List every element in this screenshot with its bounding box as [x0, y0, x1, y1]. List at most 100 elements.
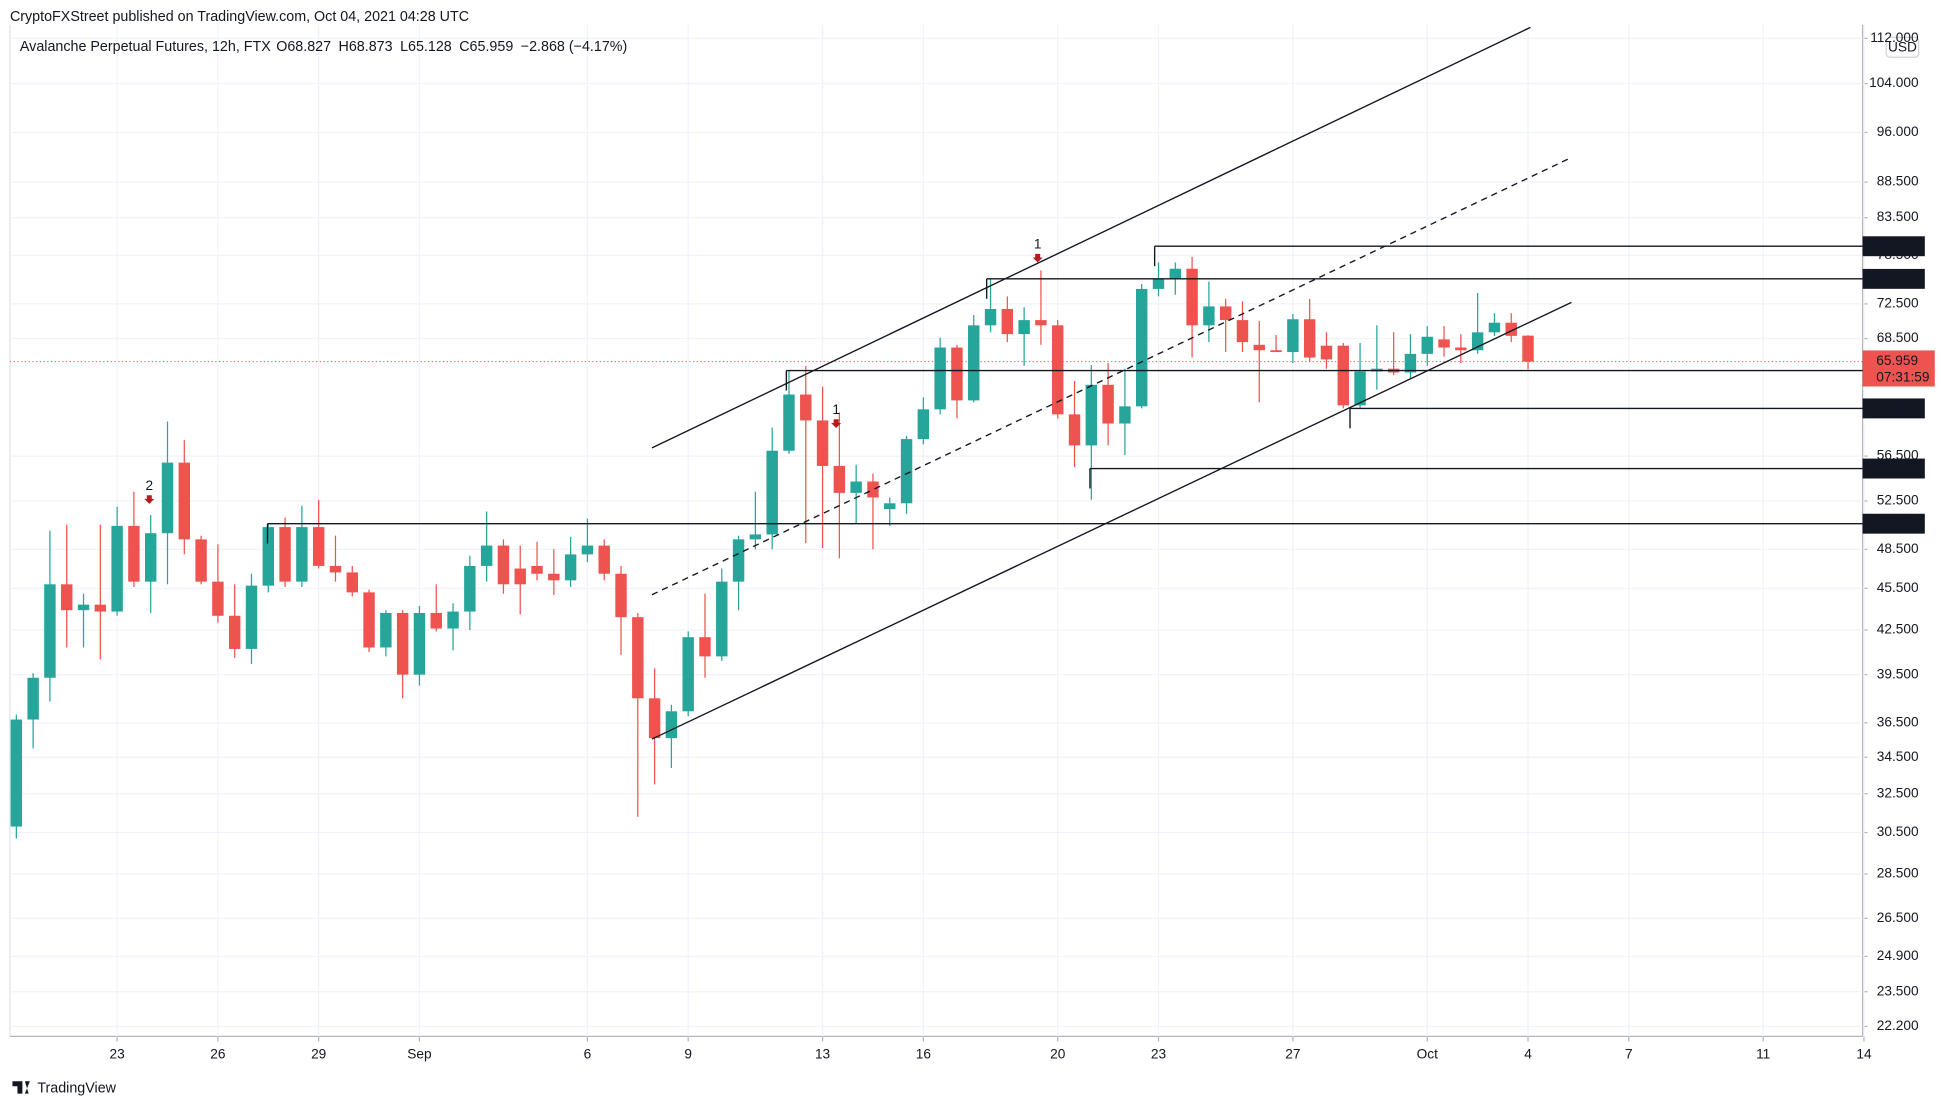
x-tick-label: 11: [1756, 1047, 1770, 1062]
candle-body: [1455, 347, 1467, 351]
candle-body: [228, 615, 241, 649]
channel-lower: [651, 301, 1572, 740]
x-tick-label: 9: [684, 1047, 692, 1062]
candle-body: [262, 527, 274, 586]
y-tick-label: 96.000: [1877, 124, 1919, 139]
channel-upper: [651, 26, 1531, 449]
candle-body: [732, 539, 745, 582]
y-tick-label: 104.000: [1869, 75, 1919, 90]
y-tick-label: 32.500: [1877, 785, 1919, 800]
candle-body: [682, 637, 694, 712]
x-tick-label: Oct: [1417, 1047, 1438, 1062]
candle-body: [984, 308, 997, 326]
candle-body: [783, 394, 795, 451]
candle-body: [1404, 353, 1417, 373]
publish-info: CryptoFXStreet published on TradingView.…: [10, 9, 469, 25]
candle-body: [195, 539, 207, 582]
candle-body: [1488, 322, 1501, 333]
candle-body: [212, 581, 224, 616]
level-label: 79.680: [1873, 238, 1915, 253]
candle-body: [128, 525, 140, 582]
candle-body: [800, 394, 812, 421]
y-tick-label: 22.200: [1877, 1018, 1919, 1033]
candle-body: [548, 573, 560, 581]
ohlc-value: H68.873: [339, 39, 393, 55]
candle-body: [1303, 319, 1316, 358]
logo: TradingView: [12, 1080, 117, 1096]
candle-body: [1354, 371, 1366, 406]
candle-body: [749, 534, 762, 540]
y-tick-label: 30.500: [1877, 824, 1919, 839]
candle-body: [648, 698, 661, 739]
candle-body: [346, 572, 358, 593]
plot: 2 1 1: [9, 24, 1868, 1042]
candle-body: [413, 612, 426, 675]
y-tick-label: 52.500: [1877, 493, 1919, 508]
candle-body: [1320, 345, 1333, 360]
candle-body: [581, 545, 594, 555]
candle-body: [61, 584, 73, 611]
ohlc-legend: O68.827 H68.873 L65.128 C65.959 −2.868 (−4.1…: [276, 39, 627, 55]
brand: TradingView: [37, 1080, 116, 1096]
candle-body: [1505, 322, 1517, 336]
candle-body: [161, 462, 174, 534]
candle-body: [1001, 308, 1014, 335]
candle-body: [1203, 306, 1215, 326]
countdown: 07:31:59: [1876, 369, 1929, 384]
candle-body: [1471, 332, 1484, 351]
candle-body: [615, 573, 627, 618]
candle-body: [1102, 384, 1114, 424]
candle-body: [396, 612, 409, 675]
y-tick-label: 112.000: [1870, 30, 1919, 45]
x-tick-label: 4: [1524, 1047, 1532, 1062]
y-tick-label: 34.500: [1877, 749, 1919, 764]
candle-body: [1169, 268, 1182, 280]
level-label-box: [1862, 398, 1925, 419]
candle-body: [716, 581, 728, 657]
level-label-box: [1862, 513, 1925, 534]
candle-body: [77, 604, 90, 611]
x-tick-label: 16: [916, 1047, 931, 1062]
x-tick-label: 14: [1856, 1047, 1872, 1062]
candle-body: [598, 545, 610, 574]
candle-body: [144, 533, 157, 582]
candle-body: [665, 711, 678, 739]
candle-body: [1018, 320, 1030, 335]
candle-body: [312, 527, 325, 566]
symbol-title: Avalanche Perpetual Futures, 12h, FTX: [20, 39, 271, 55]
y-tick-label: 68.500: [1877, 330, 1919, 345]
y-tick-label: 72.500: [1877, 296, 1919, 311]
candle-body: [632, 617, 644, 699]
candle-body: [296, 527, 308, 582]
currency-badge[interactable]: [1885, 36, 1920, 58]
y-tick-label: 42.500: [1877, 622, 1919, 637]
y-tick-label: 83.500: [1877, 209, 1919, 224]
candle-body: [1522, 335, 1534, 362]
x-tick-label: Sep: [407, 1047, 432, 1062]
candle-body: [1253, 344, 1265, 351]
last-price-label: 65.959: [1876, 353, 1918, 368]
level-label: 50.580: [1873, 516, 1915, 531]
y-tick-label: 48.500: [1877, 541, 1919, 556]
candle-body: [245, 585, 258, 649]
channel-mid: [651, 158, 1569, 596]
candle-body: [531, 565, 543, 574]
candle-body: [178, 462, 191, 540]
x-tick-label: 27: [1285, 1047, 1300, 1062]
y-tick-label: 45.500: [1877, 580, 1919, 595]
ohlc-value: O68.827: [276, 39, 331, 55]
candle-body: [10, 719, 23, 827]
candle-body: [1035, 320, 1047, 326]
candle-body: [111, 525, 123, 612]
candle-body: [1186, 268, 1198, 326]
candle-body: [27, 677, 39, 720]
candle-body: [1152, 279, 1165, 289]
candle-body: [447, 611, 459, 629]
x-tick-label: 6: [584, 1047, 592, 1062]
level-label: 55.363: [1873, 461, 1915, 476]
candle-body: [1236, 320, 1249, 343]
last-price-box: [1862, 350, 1935, 387]
candle-body: [766, 450, 778, 535]
candle-body: [1052, 325, 1064, 415]
level-label-box: [1862, 236, 1925, 257]
